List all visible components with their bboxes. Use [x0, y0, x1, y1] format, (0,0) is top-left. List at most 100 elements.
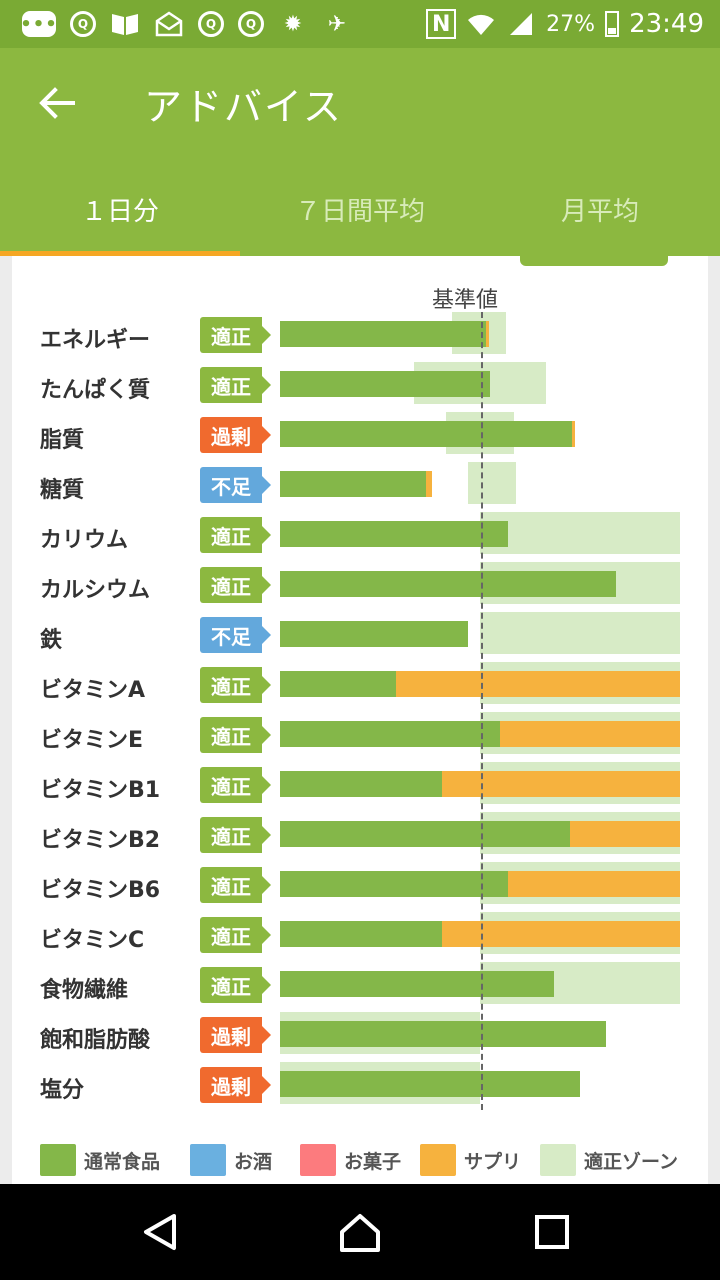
nav-recents-button[interactable] — [528, 1208, 576, 1256]
legend-label: お酒 — [234, 1150, 273, 1173]
status-badge: 不足 — [200, 467, 271, 503]
battery-icon — [605, 11, 620, 37]
bar-regular-food — [280, 871, 508, 897]
mail-icon — [154, 10, 184, 38]
status-badge: 適正 — [200, 367, 271, 403]
nutrient-row: 飽和脂肪酸 過剰 — [0, 1012, 720, 1064]
clock: 23:49 — [629, 9, 704, 39]
legend-item-alcohol: お酒 — [190, 1142, 272, 1178]
optimal-zone — [480, 612, 680, 654]
nutrient-label: ビタミンC — [40, 928, 145, 953]
nutrient-row: たんぱく質 適正 — [0, 362, 720, 414]
legend-item-optimal-zone: 適正ゾーン — [540, 1142, 678, 1178]
status-badge: 適正 — [200, 567, 271, 603]
bar-supplement — [426, 471, 432, 497]
bar-supplement — [396, 671, 680, 697]
navigation-bar — [0, 1184, 720, 1280]
status-badge: 適正 — [200, 767, 271, 803]
nutrient-row: 脂質 過剰 — [0, 412, 720, 464]
back-button[interactable] — [30, 76, 84, 130]
status-badge: 適正 — [200, 917, 271, 953]
home-icon — [340, 1214, 380, 1252]
nutrient-row: カルシウム 適正 — [0, 562, 720, 614]
wifi-icon — [466, 10, 496, 38]
nutrient-row: ビタミンE 適正 — [0, 712, 720, 764]
nutrient-row: 食物繊維 適正 — [0, 962, 720, 1014]
signal-icon — [506, 10, 536, 38]
arrow-left-icon — [39, 87, 75, 119]
nutrient-label: 鉄 — [40, 628, 63, 653]
nutrient-row: 塩分 過剰 — [0, 1062, 720, 1114]
tab-seven-day-average[interactable]: ７日間平均 — [294, 196, 425, 227]
bar-regular-food — [280, 421, 572, 447]
legend-item-supplements: サプリ — [420, 1142, 521, 1178]
nutrient-label: ビタミンA — [40, 678, 146, 703]
nutrient-row: 糖質 不足 — [0, 462, 720, 514]
q-app-icon-2: Q — [198, 11, 224, 37]
bar-regular-food — [280, 321, 486, 347]
legend-swatch — [40, 1144, 76, 1176]
nutrient-row: カリウム 適正 — [0, 512, 720, 564]
nav-home-button[interactable] — [336, 1208, 384, 1256]
bird-icon: ✈ — [327, 11, 347, 37]
optimal-zone — [468, 462, 516, 504]
bar-regular-food — [280, 771, 442, 797]
bar-regular-food — [280, 371, 490, 397]
nutrient-label: ビタミンB1 — [40, 778, 161, 803]
nutrient-label: 脂質 — [40, 428, 85, 453]
q-app-icon-3: Q — [238, 11, 264, 37]
status-badge: 適正 — [200, 667, 271, 703]
legend-swatch — [540, 1144, 576, 1176]
nutrient-label: 塩分 — [40, 1078, 85, 1103]
nutrient-row: ビタミンC 適正 — [0, 912, 720, 964]
gear-cluster-icon: ✹ — [283, 11, 303, 37]
legend-swatch — [300, 1144, 336, 1176]
tab-monthly-average[interactable]: 月平均 — [560, 196, 639, 227]
card-header-remnant — [520, 256, 668, 266]
status-badge: 過剰 — [200, 417, 271, 453]
nutrient-label: 糖質 — [40, 478, 85, 503]
bar-regular-food — [280, 671, 396, 697]
status-badge: 適正 — [200, 967, 271, 1003]
bar-regular-food — [280, 521, 508, 547]
square-recents-icon — [535, 1215, 569, 1249]
bar-supplement — [572, 421, 575, 447]
nutrient-label: エネルギー — [40, 328, 151, 353]
bar-regular-food — [280, 571, 616, 597]
nutrient-label: 食物繊維 — [40, 978, 129, 1003]
bar-supplement — [486, 321, 489, 347]
bar-supplement — [508, 871, 680, 897]
nutrient-row: ビタミンB1 適正 — [0, 762, 720, 814]
bar-regular-food — [280, 971, 554, 997]
bar-regular-food — [280, 621, 468, 647]
legend-item-food: 通常食品 — [40, 1142, 160, 1178]
legend-label: 適正ゾーン — [584, 1150, 679, 1173]
tab-one-day[interactable]: １日分 — [0, 162, 240, 256]
triangle-back-icon — [144, 1214, 176, 1250]
bar-supplement — [442, 921, 680, 947]
nutrient-row: エネルギー 適正 — [0, 312, 720, 364]
reference-line — [481, 312, 483, 1110]
status-badge: 適正 — [200, 817, 271, 853]
status-badge: 過剰 — [200, 1067, 271, 1103]
legend-label: お菓子 — [344, 1150, 402, 1173]
bar-supplement — [500, 721, 680, 747]
bar-regular-food — [280, 721, 500, 747]
nutrient-label: カリウム — [40, 528, 129, 553]
q-app-icon: Q — [70, 11, 96, 37]
page-title: アドバイス — [144, 85, 343, 129]
status-bar: ••• Q Q Q ✹ ✈ N 27% 23:49 — [0, 0, 720, 48]
nutrient-row: ビタミンA 適正 — [0, 662, 720, 714]
battery-percent: 27% — [546, 11, 596, 37]
nutrient-label: ビタミンB6 — [40, 878, 161, 903]
bar-supplement — [570, 821, 680, 847]
status-badge: 不足 — [200, 617, 271, 653]
nav-back-button[interactable] — [136, 1208, 184, 1256]
chat-notification-icon: ••• — [20, 11, 57, 37]
legend-label: 通常食品 — [84, 1150, 161, 1173]
nfc-icon: N — [426, 9, 457, 39]
nutrient-label: 飽和脂肪酸 — [40, 1028, 151, 1053]
nutrient-label: カルシウム — [40, 578, 151, 603]
status-badge: 過剰 — [200, 1017, 271, 1053]
legend-swatch — [190, 1144, 226, 1176]
